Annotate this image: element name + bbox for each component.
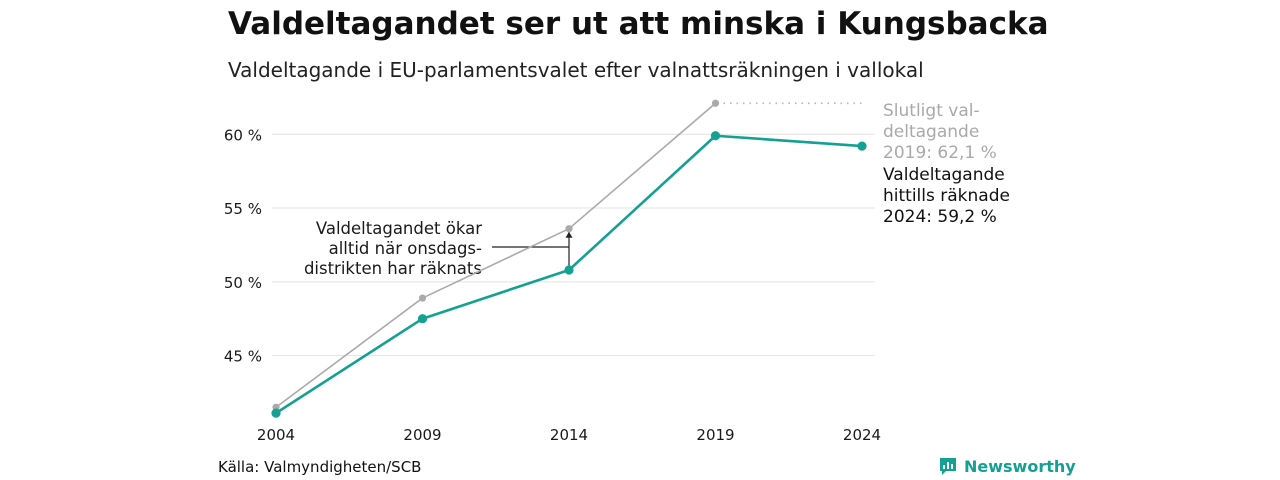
data-point-counted — [417, 314, 428, 324]
annotation-gap-line: alltid när onsdags- — [329, 239, 482, 258]
chart-title: Valdeltagandet ser ut att minska i Kungs… — [228, 6, 1049, 42]
x-tick-label: 2024 — [843, 426, 881, 444]
data-point-final — [418, 294, 427, 302]
annotation-arrowhead — [565, 231, 573, 238]
y-tick-label: 60 % — [224, 126, 262, 144]
y-axis-ticks: 45 % 50 % 55 % 60 % — [224, 126, 262, 365]
x-tick-label: 2009 — [403, 426, 441, 444]
x-tick-label: 2004 — [257, 426, 295, 444]
brand-name: Newsworthy — [964, 456, 1076, 476]
data-point-final — [565, 225, 573, 233]
newsworthy-logo-icon — [940, 458, 956, 475]
annotation-gap-line: Valdeltagandet ökar — [316, 219, 482, 238]
x-tick-label: 2014 — [550, 426, 588, 444]
data-point-counted — [564, 265, 574, 275]
series-line-final — [275, 102, 717, 408]
x-axis-ticks: 2004 2009 2014 2019 2024 — [257, 426, 881, 444]
data-point-counted — [710, 131, 721, 141]
x-tick-label: 2019 — [696, 426, 734, 444]
counted-series-label: 2024: 59,2 % — [883, 207, 997, 227]
chart-subtitle: Valdeltagande i EU-parlamentsvalet efter… — [228, 58, 924, 82]
final-series-label: 2019: 62,1 % — [883, 143, 997, 163]
data-point-counted — [271, 408, 281, 418]
data-point-counted — [857, 141, 867, 151]
data-point-final — [711, 99, 720, 107]
y-tick-label: 50 % — [224, 274, 262, 292]
counted-series-label: Valdeltagande — [883, 165, 1005, 185]
y-tick-label: 45 % — [224, 348, 262, 366]
series-lines — [271, 99, 867, 418]
annotation-gap-line: distrikten har räknats — [304, 259, 482, 278]
brand[interactable]: Newsworthy — [938, 456, 1076, 476]
final-series-label: Slutligt val- — [883, 101, 980, 121]
source-note: Källa: Valmyndigheten/SCB — [218, 458, 422, 476]
final-series-label: deltagande — [883, 122, 979, 142]
counted-series-label: hittills räknade — [883, 186, 1010, 206]
grid-lines — [272, 133, 875, 357]
y-tick-label: 55 % — [224, 200, 262, 218]
